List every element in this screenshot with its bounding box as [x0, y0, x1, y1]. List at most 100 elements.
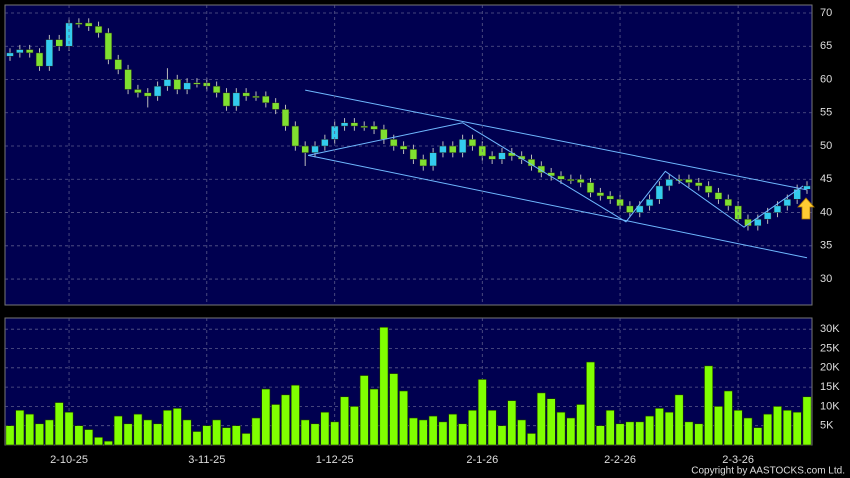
volume-bar: [35, 423, 44, 446]
candle-body: [419, 159, 427, 167]
volume-bar: [595, 425, 605, 446]
volume-bar: [231, 425, 241, 446]
volume-bar: [113, 415, 123, 446]
volume-bar: [497, 425, 507, 446]
volume-bar: [212, 419, 222, 446]
candle-body: [468, 139, 477, 147]
x-tick-label: 2-2-26: [604, 454, 636, 466]
volume-bar: [54, 402, 64, 446]
y-tick-label: 40: [820, 206, 832, 218]
candle-body: [557, 175, 565, 180]
candle-body: [183, 82, 191, 90]
y-tick-label: 50: [820, 140, 832, 152]
y-tick-label: 55: [820, 107, 832, 119]
trend-line: [308, 154, 808, 259]
candle-body: [350, 122, 359, 127]
candle-body: [783, 198, 792, 207]
volume-bar: [477, 379, 487, 446]
volume-bar: [674, 394, 684, 446]
candle-body: [380, 129, 388, 140]
volume-bar: [458, 423, 468, 446]
volume-bar: [556, 411, 566, 446]
volume-bar: [74, 425, 84, 446]
volume-bar: [743, 417, 753, 446]
volume-bar: [418, 419, 428, 446]
arrow-icon: [797, 197, 815, 220]
y-tick-label: 35: [820, 240, 832, 252]
volume-bar: [340, 396, 349, 446]
volume-bar: [566, 417, 576, 446]
y-tick-label: 65: [820, 40, 832, 52]
candle-body: [429, 152, 437, 167]
volume-bar: [162, 409, 172, 446]
candle-body: [626, 205, 634, 213]
volume-bar: [379, 326, 389, 446]
candle-body: [655, 185, 664, 200]
candle-body: [301, 145, 309, 153]
volume-bar: [94, 436, 103, 446]
candle-body: [390, 139, 398, 147]
volume-bar: [802, 396, 812, 446]
candle-body: [45, 39, 54, 67]
marks: 30 35 40 45 50 55 60 65 70 5K 10K 15K 20K 25K 30K 2-10-…: [5, 5, 840, 466]
trend-line: [305, 89, 808, 191]
volume-bar: [507, 400, 517, 446]
candle-body: [25, 49, 34, 54]
candle-body: [193, 82, 201, 85]
volume-bar: [438, 421, 448, 446]
candle-body: [773, 205, 782, 213]
candle-body: [104, 32, 113, 60]
volume-bar: [222, 427, 231, 446]
candle-body: [714, 192, 723, 200]
volume-bar: [714, 406, 723, 446]
candle-body: [399, 145, 408, 150]
candle-body: [567, 179, 575, 182]
volume-bar: [723, 390, 733, 446]
volume-bar: [645, 415, 655, 446]
y-tick-label: 20K: [820, 362, 840, 374]
copyright: Copyright by AASTOCKS.com Ltd.: [691, 466, 845, 477]
candle-body: [370, 125, 378, 130]
volume-bar: [251, 417, 261, 446]
candle-body: [409, 149, 418, 160]
x-tick-label: 2-3-26: [722, 454, 754, 466]
y-tick-label: 10K: [820, 400, 840, 412]
volume-bar: [664, 411, 674, 446]
volume-bar: [143, 419, 153, 446]
volume-bar: [782, 409, 792, 446]
x-tick-label: 2-1-26: [466, 454, 498, 466]
candle-body: [763, 212, 772, 220]
volume-bar: [182, 419, 192, 446]
volume-bar: [536, 392, 546, 446]
volume-bar: [359, 375, 369, 446]
candle-body: [754, 218, 762, 227]
candle-body: [114, 59, 122, 70]
y-tick-label: 45: [820, 173, 832, 185]
y-tick-label: 25K: [820, 342, 840, 354]
volume-bar: [635, 421, 645, 446]
candle-body: [321, 139, 329, 147]
volume-bar: [300, 419, 310, 446]
candle-body: [458, 139, 467, 153]
candle-body: [153, 85, 162, 97]
volume-bar: [487, 409, 497, 446]
trend-line: [308, 122, 804, 228]
volume-bar: [763, 413, 773, 446]
candle-body: [576, 179, 585, 183]
y-tick-label: 15K: [820, 381, 840, 393]
candle-body: [173, 79, 181, 90]
candle-body: [16, 49, 24, 54]
volume-bar: [625, 421, 635, 446]
volume-bar: [428, 415, 438, 446]
volume-bar: [271, 404, 281, 446]
volume-bar: [320, 411, 330, 446]
volume-bar: [517, 419, 527, 446]
volume-bar: [133, 413, 143, 446]
volume-bar: [202, 425, 212, 446]
volume-bar: [792, 411, 802, 446]
candle-body: [252, 95, 260, 98]
price-panel: [4, 4, 813, 306]
candle-body: [596, 192, 605, 197]
candle-body: [144, 92, 152, 97]
